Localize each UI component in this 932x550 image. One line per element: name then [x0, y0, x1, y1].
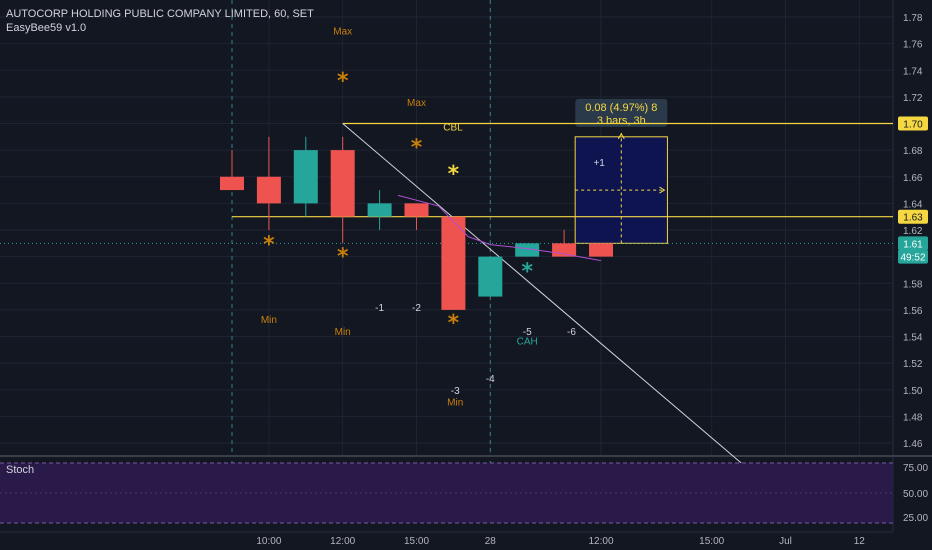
y-tick-label: 1.56 — [903, 306, 923, 317]
y-tick-label: 1.66 — [903, 173, 923, 184]
trendline — [342, 123, 742, 464]
annotation-label: Min — [335, 327, 351, 338]
candle-body — [441, 216, 466, 310]
candle-body — [330, 150, 355, 217]
candle-0 — [220, 150, 244, 191]
annotation-label: Min — [261, 315, 277, 326]
measure-info-box — [575, 98, 668, 127]
candle-body — [220, 176, 244, 191]
y-tick-label: 1.50 — [903, 386, 923, 397]
measure-arrowhead-right — [659, 186, 666, 194]
x-tick-label: 15:00 — [404, 536, 429, 547]
measure-box — [574, 136, 668, 244]
annotation-label: -3 — [451, 386, 460, 397]
candle-3 — [330, 136, 355, 244]
x-tick-label: 10:00 — [256, 536, 281, 547]
y-tick-label: 1.54 — [903, 333, 923, 344]
stoch-tick-label: 50.00 — [903, 489, 928, 500]
candle-8 — [515, 243, 540, 257]
annotation-label: +1 — [593, 158, 605, 169]
y-tick-label: 1.68 — [903, 146, 923, 157]
x-tick-label: 15:00 — [699, 536, 724, 547]
price-badge-label: 49:52 — [900, 253, 925, 264]
stoch-tick-label: 25.00 — [903, 513, 928, 524]
x-tick-label: 12:00 — [330, 536, 355, 547]
price-badge — [898, 236, 928, 251]
y-tick-label: 1.52 — [903, 359, 923, 370]
candle-5 — [404, 203, 429, 230]
y-tick-label: 1.48 — [903, 412, 923, 423]
symbol-title[interactable]: AUTOCORP HOLDING PUBLIC COMPANY LIMITED,… — [6, 8, 314, 20]
ma-line — [397, 194, 602, 262]
candle-body — [256, 176, 281, 204]
y-tick-label: 1.76 — [903, 40, 923, 51]
measure-arrowhead-up — [617, 132, 625, 140]
candle-1 — [256, 136, 281, 230]
x-tick-label: Jul — [779, 536, 792, 547]
candle-body — [367, 203, 392, 217]
price-badge — [898, 249, 928, 264]
y-tick-label: 1.74 — [903, 66, 923, 77]
candle-body — [589, 243, 613, 257]
price-badge-label: 1.70 — [903, 120, 923, 131]
candle-body — [478, 256, 503, 297]
y-tick-label: 1.72 — [903, 93, 923, 104]
asterisk-marker: * — [411, 135, 423, 160]
annotation-label: Min — [447, 398, 463, 409]
candle-body — [293, 150, 318, 204]
candle-7 — [478, 256, 503, 297]
asterisk-marker: * — [263, 233, 275, 258]
candle-body — [404, 203, 429, 217]
price-badge-label: 1.61 — [903, 239, 923, 250]
candle-body — [515, 243, 540, 257]
measure-info-line1: 0.08 (4.97%) 8 — [585, 102, 657, 114]
y-tick-label: 1.64 — [903, 199, 923, 210]
annotation-label: CAH — [517, 336, 538, 347]
candle-body — [552, 243, 577, 257]
price-badge — [898, 116, 928, 131]
annotation-label: -6 — [567, 327, 576, 338]
y-tick-label: 1.62 — [903, 226, 923, 237]
asterisk-marker: * — [337, 69, 349, 94]
y-tick-label: 1.58 — [903, 279, 923, 290]
stoch-legend[interactable]: Stoch — [6, 464, 35, 476]
asterisk-marker: * — [448, 162, 460, 187]
x-tick-label: 12:00 — [588, 536, 613, 547]
x-tick-label: 12 — [854, 536, 866, 547]
price-badge — [898, 209, 928, 224]
x-tick-label: 28 — [485, 536, 497, 547]
y-tick-label: 1.78 — [903, 13, 923, 24]
price-badge-label: 1.63 — [903, 213, 923, 224]
annotation-label: -5 — [523, 327, 532, 338]
stoch-tick-label: 75.00 — [903, 463, 928, 474]
candle-10 — [589, 243, 613, 257]
asterisk-marker: * — [521, 259, 533, 284]
asterisk-marker: * — [337, 245, 349, 270]
candle-4 — [367, 190, 392, 230]
candle-2 — [293, 136, 318, 217]
annotation-label: Max — [407, 98, 426, 109]
measure-info-line2: 3 bars, 3h — [597, 115, 646, 127]
candle-6 — [441, 216, 466, 310]
indicator-legend[interactable]: EasyBee59 v1.0 — [6, 22, 87, 34]
asterisk-marker: * — [448, 311, 460, 336]
annotation-label: -2 — [412, 303, 421, 314]
y-tick-label: 1.46 — [903, 439, 923, 450]
annotation-label: -1 — [375, 303, 384, 314]
annotation-label: Max — [333, 26, 352, 37]
level-label: CBL — [443, 123, 463, 134]
annotation-label: -4 — [486, 374, 495, 385]
